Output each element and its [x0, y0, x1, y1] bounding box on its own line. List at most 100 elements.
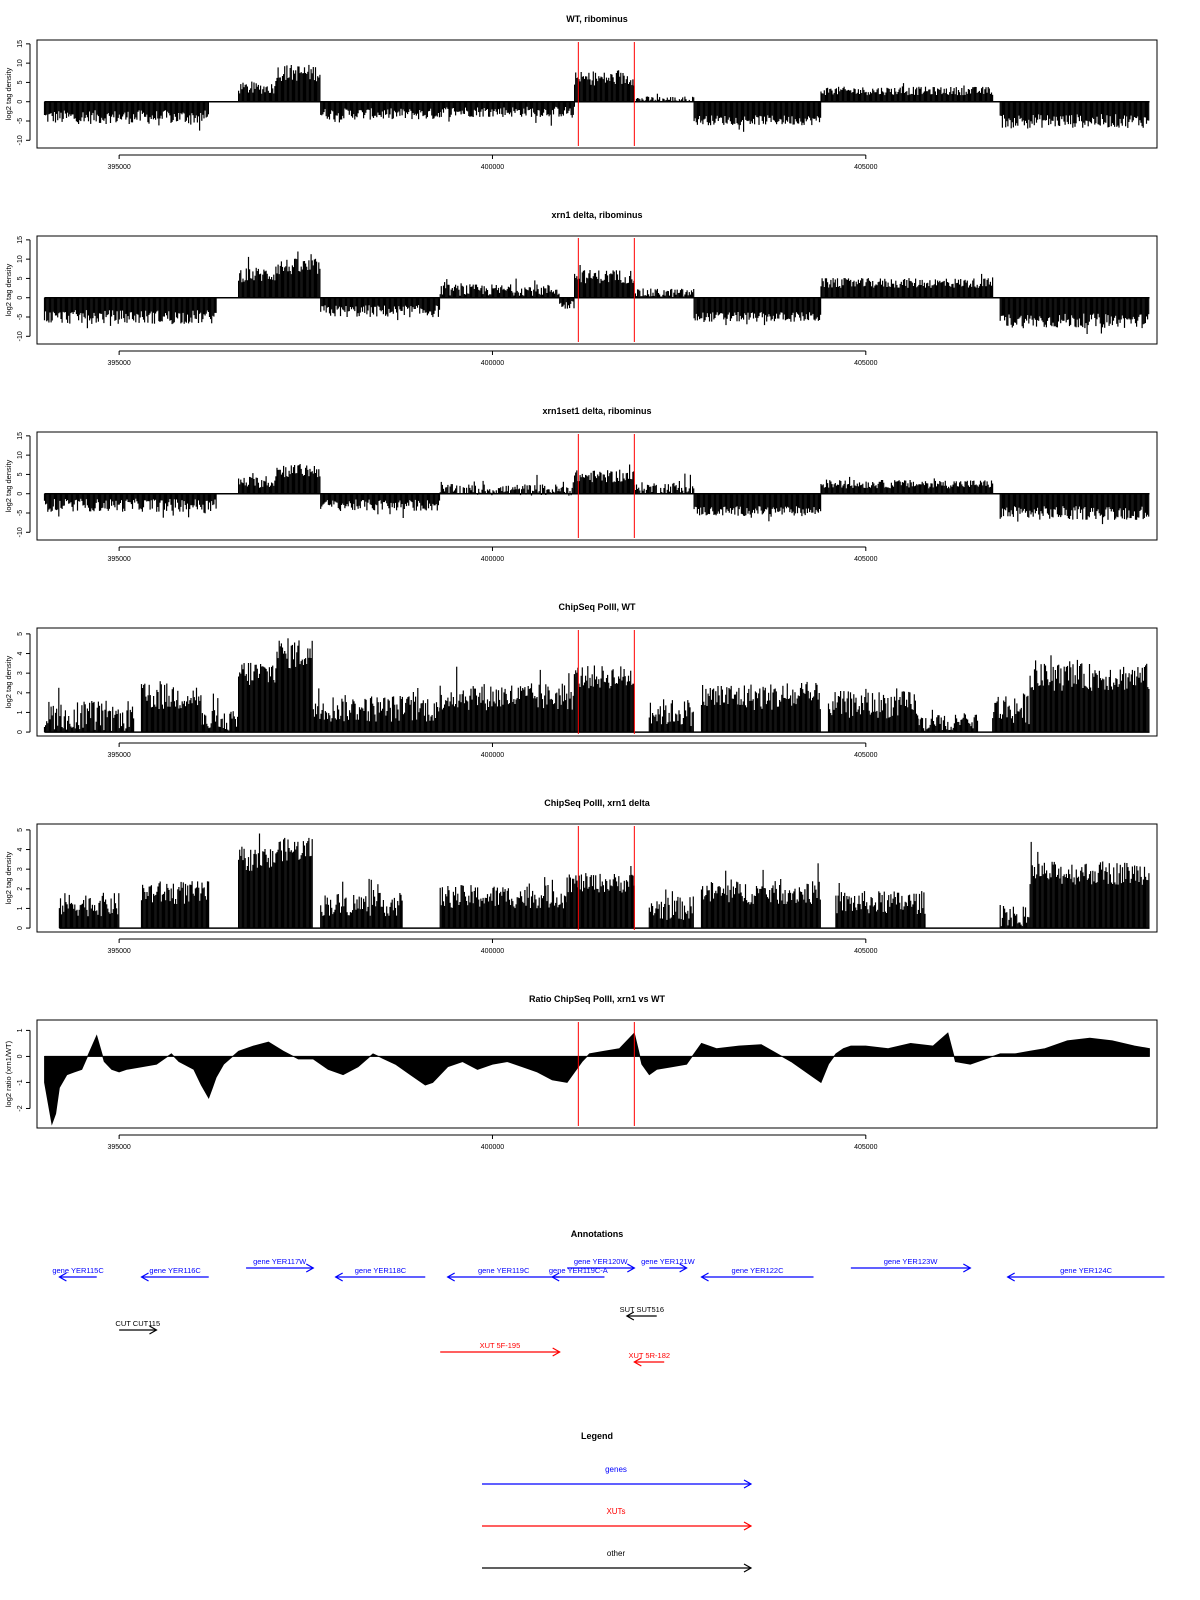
x-tick-label: 395000 [107, 164, 130, 171]
arrow-head [700, 1272, 709, 1282]
y-tick-label: 3 [17, 671, 24, 675]
signal-segment-11 [999, 905, 1031, 929]
y-tick-label: 15 [17, 40, 24, 48]
signal-segment-5 [320, 878, 403, 929]
gene-label: gene YER115C [52, 1266, 104, 1275]
signal-bars [43, 464, 1150, 525]
gene-label: gene YER119C-A [549, 1266, 608, 1275]
y-tick-label: 10 [17, 255, 24, 263]
signal-segment-11 [999, 297, 1150, 334]
x-tick-label: 405000 [854, 752, 877, 759]
y-tick-label: 2 [17, 887, 24, 891]
gene-label: gene YER117W [253, 1257, 307, 1266]
signal-bars [43, 638, 1150, 733]
arrow-head [305, 1263, 315, 1273]
signal-segment-8 [693, 101, 822, 132]
y-tick-label: -5 [17, 118, 24, 124]
y-axis-label: log2 tag density [4, 851, 13, 904]
gene-arrow [334, 1272, 426, 1282]
y-tick-label: 5 [17, 828, 24, 832]
y-tick-label: 0 [17, 296, 24, 300]
y-axis-label: log2 tag density [4, 459, 13, 512]
signal-segment-1 [43, 101, 209, 131]
gene-label: gene YER124C [1060, 1266, 1113, 1275]
plot-frame [36, 823, 1158, 933]
signal-segment-5 [275, 638, 313, 733]
signal-segment-11 [827, 688, 919, 733]
x-axis: 395000 400000 405000 [107, 154, 878, 171]
signal-segment-10 [820, 273, 994, 298]
x-tick-label: 400000 [481, 360, 504, 367]
signal-segment-1 [58, 892, 120, 929]
x-axis: 395000 400000 405000 [107, 938, 878, 955]
gene-arrow [246, 1263, 315, 1273]
y-tick-label: 0 [17, 926, 24, 930]
y-tick-label: 1 [17, 906, 24, 910]
other-label: CUT CUT115 [115, 1319, 160, 1328]
signal-segment-9 [693, 297, 822, 326]
signal-segment-7 [439, 666, 576, 733]
x-tick-label: 400000 [481, 164, 504, 171]
signal-segment-10 [835, 883, 926, 929]
arrow-head [446, 1272, 455, 1282]
plot-frame [36, 627, 1158, 737]
signal-segment-2 [238, 256, 276, 298]
signal-segment-7 [566, 866, 635, 929]
plot-frame [36, 39, 1158, 149]
signal-segment-14 [1029, 655, 1150, 733]
y-tick-label: 0 [17, 730, 24, 734]
x-axis: 395000 400000 405000 [107, 546, 878, 563]
signal-segment-8 [693, 493, 822, 522]
x-tick-label: 395000 [107, 360, 130, 367]
x-tick-label: 395000 [107, 752, 130, 759]
signal-segment-10 [999, 101, 1150, 129]
y-tick-label: -5 [17, 510, 24, 516]
x-tick-label: 400000 [481, 1144, 504, 1151]
signal-segment-2 [140, 681, 202, 733]
y-tick-label: 4 [17, 651, 24, 655]
track-panel-1: WT, ribominus -10 -5 0 5 10 15 log2 tag density… [4, 14, 1158, 171]
signal-segment-5 [439, 101, 576, 126]
arrow-head [679, 1263, 688, 1273]
y-tick-label: 5 [17, 276, 24, 280]
arrow-head [963, 1263, 972, 1273]
y-axis-label: log2 ratio (xrn1/WT) [4, 1040, 13, 1107]
signal-segment-3 [200, 693, 239, 733]
y-tick-label: 0 [17, 1054, 24, 1058]
y-axis-label: log2 tag density [4, 67, 13, 120]
y-tick-label: -5 [17, 314, 24, 320]
arrow-head [149, 1325, 158, 1335]
gene-label: gene YER118C [355, 1266, 407, 1275]
gene-label: gene YER123W [884, 1257, 939, 1266]
track-panel-3: xrn1set1 delta, ribominus -10 -5 0 5 10 15 log2… [4, 406, 1158, 563]
y-tick-label: 10 [17, 59, 24, 67]
y-tick-label: 1 [17, 1028, 24, 1032]
plot-frame [36, 431, 1158, 541]
y-tick-label: 0 [17, 100, 24, 104]
y-tick-label: 4 [17, 847, 24, 851]
x-axis: 395000 400000 405000 [107, 742, 878, 759]
y-axis-label: log2 tag density [4, 263, 13, 316]
signal-segment-1 [43, 297, 217, 329]
panel-title: Ratio ChipSeq PolII, xrn1 vs WT [529, 994, 666, 1004]
arrow-head [1006, 1272, 1015, 1282]
signal-segment-8 [573, 665, 635, 733]
gene-label: gene YER119C [478, 1266, 530, 1275]
x-tick-label: 400000 [481, 948, 504, 955]
y-axis-label: log2 tag density [4, 655, 13, 708]
y-tick-label: -1 [17, 1079, 24, 1085]
signal-segment-3 [275, 251, 321, 298]
y-tick-label: 15 [17, 432, 24, 440]
y-axis: 0 1 2 3 4 5 log2 tag density [4, 828, 31, 930]
signal-segment-13 [992, 693, 1030, 733]
signal-segment-6 [573, 70, 635, 102]
signal-segment-4 [238, 662, 276, 733]
x-tick-label: 395000 [107, 1144, 130, 1151]
other-arrow [119, 1325, 158, 1335]
x-tick-label: 395000 [107, 556, 130, 563]
panel-title: xrn1 delta, ribominus [551, 210, 642, 220]
signal-segment-9 [700, 863, 821, 929]
x-tick-label: 405000 [854, 360, 877, 367]
gene-arrow [649, 1263, 688, 1273]
